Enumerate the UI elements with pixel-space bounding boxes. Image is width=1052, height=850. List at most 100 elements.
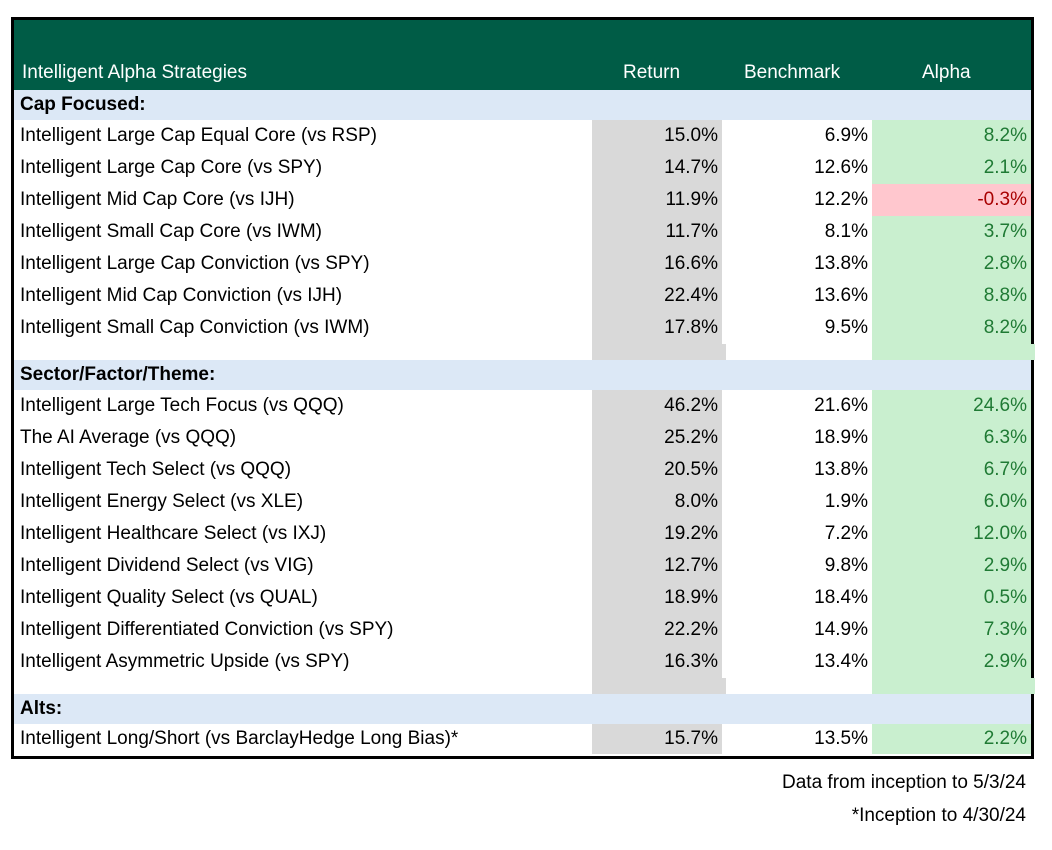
footnote-inception: *Inception to 4/30/24 bbox=[851, 805, 1026, 826]
table-row: Intelligent Large Cap Conviction (vs SPY… bbox=[14, 248, 1031, 280]
benchmark-value: 13.6% bbox=[814, 285, 868, 306]
table-row: Intelligent Mid Cap Conviction (vs IJH) 2… bbox=[14, 280, 1031, 312]
alpha-value: 24.6% bbox=[872, 390, 1031, 422]
strategy-name: Intelligent Small Cap Conviction (vs IWM… bbox=[20, 317, 370, 338]
strategy-name: Intelligent Quality Select (vs QUAL) bbox=[20, 587, 318, 608]
benchmark-value: 6.9% bbox=[824, 125, 868, 146]
table-header: Intelligent Alpha Strategies Return Benc… bbox=[14, 20, 1031, 90]
table-row: Intelligent Small Cap Conviction (vs IWM… bbox=[14, 312, 1031, 344]
alpha-column-fill bbox=[872, 678, 1035, 694]
alpha-value: 2.9% bbox=[872, 646, 1031, 678]
alpha-value: 3.7% bbox=[872, 216, 1031, 248]
strategy-name: Intelligent Energy Select (vs XLE) bbox=[20, 491, 304, 512]
benchmark-value: 13.8% bbox=[814, 253, 868, 274]
return-value: 17.8% bbox=[592, 312, 722, 344]
benchmark-value: 8.1% bbox=[824, 221, 868, 242]
alpha-value: 8.8% bbox=[872, 280, 1031, 312]
section-header: Sector/Factor/Theme: bbox=[14, 360, 1031, 390]
return-value: 11.7% bbox=[592, 216, 722, 248]
strategy-name: Intelligent Large Cap Conviction (vs SPY… bbox=[20, 253, 370, 274]
alpha-value: -0.3% bbox=[872, 184, 1031, 216]
table-row: Intelligent Large Cap Core (vs SPY) 14.7%… bbox=[14, 152, 1031, 184]
strategy-name: Intelligent Large Cap Equal Core (vs RSP… bbox=[20, 125, 377, 146]
strategy-name: Intelligent Small Cap Core (vs IWM) bbox=[20, 221, 322, 242]
benchmark-value: 14.9% bbox=[814, 619, 868, 640]
alpha-value: 12.0% bbox=[872, 518, 1031, 550]
return-value: 16.3% bbox=[592, 646, 722, 678]
return-value: 46.2% bbox=[592, 390, 722, 422]
benchmark-value: 18.9% bbox=[814, 427, 868, 448]
table-row: Intelligent Quality Select (vs QUAL) 18.9… bbox=[14, 582, 1031, 614]
header-benchmark-label: Benchmark bbox=[744, 62, 841, 83]
footnote-data-range: Data from inception to 5/3/24 bbox=[782, 772, 1026, 793]
benchmark-value: 13.8% bbox=[814, 459, 868, 480]
section-label: Sector/Factor/Theme: bbox=[20, 364, 216, 385]
alpha-value: 0.5% bbox=[872, 582, 1031, 614]
table-row: Intelligent Tech Select (vs QQQ) 20.5% 13.… bbox=[14, 454, 1031, 486]
strategy-name: Intelligent Long/Short (vs BarclayHedge … bbox=[20, 728, 459, 749]
strategy-name: Intelligent Dividend Select (vs VIG) bbox=[20, 555, 314, 576]
benchmark-value: 13.5% bbox=[814, 728, 868, 749]
strategy-name: Intelligent Mid Cap Conviction (vs IJH) bbox=[20, 285, 343, 306]
strategies-table: Intelligent Alpha Strategies Return Benc… bbox=[11, 17, 1035, 759]
return-value: 12.7% bbox=[592, 550, 722, 582]
table-row: Intelligent Healthcare Select (vs IXJ) 19… bbox=[14, 518, 1031, 550]
alpha-value: 2.1% bbox=[872, 152, 1031, 184]
table-row: Intelligent Mid Cap Core (vs IJH) 11.9% 12… bbox=[14, 184, 1031, 216]
return-value: 8.0% bbox=[592, 486, 722, 518]
table-row: Intelligent Dividend Select (vs VIG) 12.7… bbox=[14, 550, 1031, 582]
header-alpha-label: Alpha bbox=[922, 62, 971, 83]
return-value: 15.7% bbox=[592, 724, 722, 754]
return-value: 20.5% bbox=[592, 454, 722, 486]
section-label: Alts: bbox=[20, 698, 63, 719]
alpha-value: 6.3% bbox=[872, 422, 1031, 454]
table-row: Intelligent Asymmetric Upside (vs SPY) 16… bbox=[14, 646, 1031, 678]
return-value: 15.0% bbox=[592, 120, 722, 152]
table-row: Intelligent Differentiated Conviction (v… bbox=[14, 614, 1031, 646]
return-value: 14.7% bbox=[592, 152, 722, 184]
benchmark-value: 7.2% bbox=[824, 523, 868, 544]
strategy-name: Intelligent Healthcare Select (vs IXJ) bbox=[20, 523, 327, 544]
strategy-name: Intelligent Asymmetric Upside (vs SPY) bbox=[20, 651, 350, 672]
header-strategies-label: Intelligent Alpha Strategies bbox=[22, 62, 247, 83]
benchmark-value: 12.6% bbox=[814, 157, 868, 178]
strategy-name: Intelligent Tech Select (vs QQQ) bbox=[20, 459, 292, 480]
alpha-value: 2.9% bbox=[872, 550, 1031, 582]
alpha-value: 2.2% bbox=[872, 724, 1031, 754]
section-spacer bbox=[14, 678, 1035, 694]
return-value: 11.9% bbox=[592, 184, 722, 216]
benchmark-value: 9.8% bbox=[824, 555, 868, 576]
return-value: 19.2% bbox=[592, 518, 722, 550]
benchmark-value: 13.4% bbox=[814, 651, 868, 672]
benchmark-value: 21.6% bbox=[814, 395, 868, 416]
return-value: 18.9% bbox=[592, 582, 722, 614]
strategy-name: The AI Average (vs QQQ) bbox=[20, 427, 237, 448]
section-label: Cap Focused: bbox=[20, 94, 146, 115]
table-row: The AI Average (vs QQQ) 25.2% 18.9% 6.3% bbox=[14, 422, 1031, 454]
alpha-value: 8.2% bbox=[872, 120, 1031, 152]
benchmark-value: 1.9% bbox=[824, 491, 868, 512]
table-row: Intelligent Energy Select (vs XLE) 8.0% 1.… bbox=[14, 486, 1031, 518]
table-row: Intelligent Large Tech Focus (vs QQQ) 46.… bbox=[14, 390, 1031, 422]
section-header: Alts: bbox=[14, 694, 1031, 724]
table-row: Intelligent Small Cap Core (vs IWM) 11.7%… bbox=[14, 216, 1031, 248]
alpha-column-fill bbox=[872, 344, 1035, 360]
return-value: 22.2% bbox=[592, 614, 722, 646]
benchmark-value: 9.5% bbox=[824, 317, 868, 338]
return-value: 22.4% bbox=[592, 280, 722, 312]
alpha-value: 2.8% bbox=[872, 248, 1031, 280]
strategy-name: Intelligent Large Tech Focus (vs QQQ) bbox=[20, 395, 344, 416]
alpha-value: 7.3% bbox=[872, 614, 1031, 646]
alpha-value: 6.7% bbox=[872, 454, 1031, 486]
strategy-name: Intelligent Differentiated Conviction (v… bbox=[20, 619, 394, 640]
table-row: Intelligent Large Cap Equal Core (vs RSP… bbox=[14, 120, 1031, 152]
return-value: 25.2% bbox=[592, 422, 722, 454]
alpha-value: 6.0% bbox=[872, 486, 1031, 518]
header-return-label: Return bbox=[623, 62, 681, 83]
section-header: Cap Focused: bbox=[14, 90, 1031, 120]
return-value: 16.6% bbox=[592, 248, 722, 280]
strategy-name: Intelligent Large Cap Core (vs SPY) bbox=[20, 157, 323, 178]
strategy-name: Intelligent Mid Cap Core (vs IJH) bbox=[20, 189, 295, 210]
table-row: Intelligent Long/Short (vs BarclayHedge … bbox=[14, 724, 1031, 756]
alpha-value: 8.2% bbox=[872, 312, 1031, 344]
